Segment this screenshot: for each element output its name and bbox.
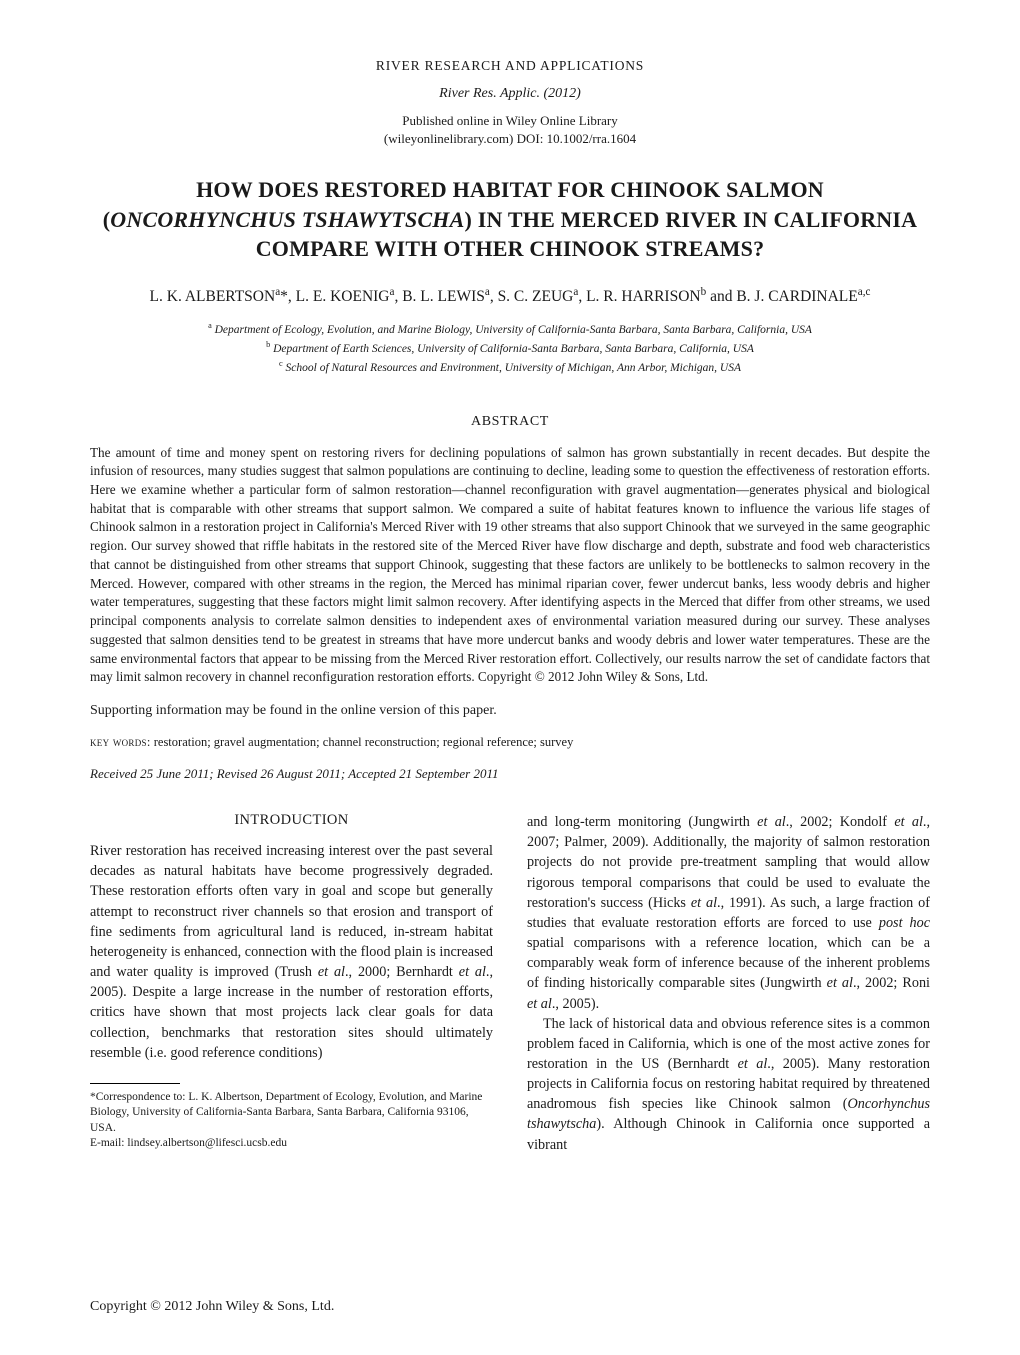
journal-name-italic: River Res. Applic. (2012) (90, 86, 930, 102)
r1b: et al (757, 814, 786, 830)
publication-info: Published online in Wiley Online Library… (90, 112, 930, 147)
r1a: and long-term monitoring (Jungwirth (527, 814, 757, 830)
intro-right-paragraph-1: and long-term monitoring (Jungwirth et a… (527, 812, 930, 1014)
abstract-body: The amount of time and money spent on re… (90, 444, 930, 688)
keywords-line: key words: restoration; gravel augmentat… (90, 735, 930, 750)
author-5: L. R. HARRISON (586, 288, 701, 305)
affil-c: School of Natural Resources and Environm… (286, 362, 741, 374)
and: and (706, 288, 736, 305)
abstract-heading: ABSTRACT (90, 414, 930, 430)
correspondence-email: E-mail: lindsey.albertson@lifesci.ucsb.e… (90, 1136, 493, 1152)
keywords-text: restoration; gravel augmentation; channe… (151, 735, 574, 749)
affil-a-sup: a (208, 321, 212, 330)
sep: , (288, 288, 296, 305)
r1k: ., 2002; Roni (853, 975, 930, 991)
journal-name-caps: RIVER RESEARCH AND APPLICATIONS (90, 58, 930, 74)
r2b: et al (738, 1056, 768, 1072)
keywords-label: key words: (90, 735, 151, 749)
affiliations: a Department of Ecology, Evolution, and … (90, 320, 930, 377)
author-4: S. C. ZEUG (498, 288, 574, 305)
author-6: B. J. CARDINALE (736, 288, 857, 305)
page-footer-copyright: Copyright © 2012 John Wiley & Sons, Ltd. (90, 1299, 334, 1315)
r1l: et al (527, 996, 552, 1012)
r1m: ., 2005). (552, 996, 599, 1012)
r1f: et al (691, 895, 717, 911)
r1h: post hoc (879, 915, 930, 931)
intro-right-paragraph-2: The lack of historical data and obvious … (527, 1014, 930, 1155)
footnote-rule (90, 1083, 180, 1084)
author-line: L. K. ALBERTSONa*, L. E. KOENIGa, B. L. … (90, 286, 930, 306)
affil-b-sup: b (266, 340, 270, 349)
title-species: ONCORHYNCHUS TSHAWYTSCHA (110, 207, 464, 232)
intro-left-1a: River restoration has received increasin… (90, 843, 493, 980)
author-6-sup: a,c (858, 286, 871, 298)
sep: , (490, 288, 498, 305)
left-column: INTRODUCTION River restoration has recei… (90, 812, 493, 1155)
r1j: et al (827, 975, 853, 991)
intro-left-1c: ., 2000; Bernhardt (345, 964, 459, 980)
correspondence-footnote: *Correspondence to: L. K. Albertson, Dep… (90, 1090, 493, 1152)
r1c: ., 2002; Kondolf (786, 814, 895, 830)
intro-left-1d: et al (459, 964, 486, 980)
introduction-heading: INTRODUCTION (90, 812, 493, 829)
affil-b: Department of Earth Sciences, University… (273, 343, 754, 355)
author-2: L. E. KOENIG (296, 288, 390, 305)
article-title: HOW DOES RESTORED HABITAT FOR CHINOOK SA… (100, 175, 920, 264)
supporting-info: Supporting information may be found in t… (90, 703, 930, 719)
author-3: B. L. LEWIS (402, 288, 485, 305)
author-1-ast: * (280, 288, 288, 305)
page: RIVER RESEARCH AND APPLICATIONS River Re… (0, 0, 1020, 1355)
affil-a: Department of Ecology, Evolution, and Ma… (215, 324, 812, 336)
pub-line-2: (wileyonlinelibrary.com) DOI: 10.1002/rr… (384, 131, 636, 146)
two-column-body: INTRODUCTION River restoration has recei… (90, 812, 930, 1155)
r1d: et al (894, 814, 923, 830)
received-dates: Received 25 June 2011; Revised 26 August… (90, 766, 930, 782)
sep: , (578, 288, 586, 305)
affil-c-sup: c (279, 359, 283, 368)
author-1: L. K. ALBERTSON (150, 288, 276, 305)
correspondence-text: *Correspondence to: L. K. Albertson, Dep… (90, 1090, 493, 1137)
intro-left-1b: et al (318, 964, 345, 980)
pub-line-1: Published online in Wiley Online Library (402, 113, 618, 128)
right-column: and long-term monitoring (Jungwirth et a… (527, 812, 930, 1155)
intro-left-paragraph: River restoration has received increasin… (90, 841, 493, 1063)
